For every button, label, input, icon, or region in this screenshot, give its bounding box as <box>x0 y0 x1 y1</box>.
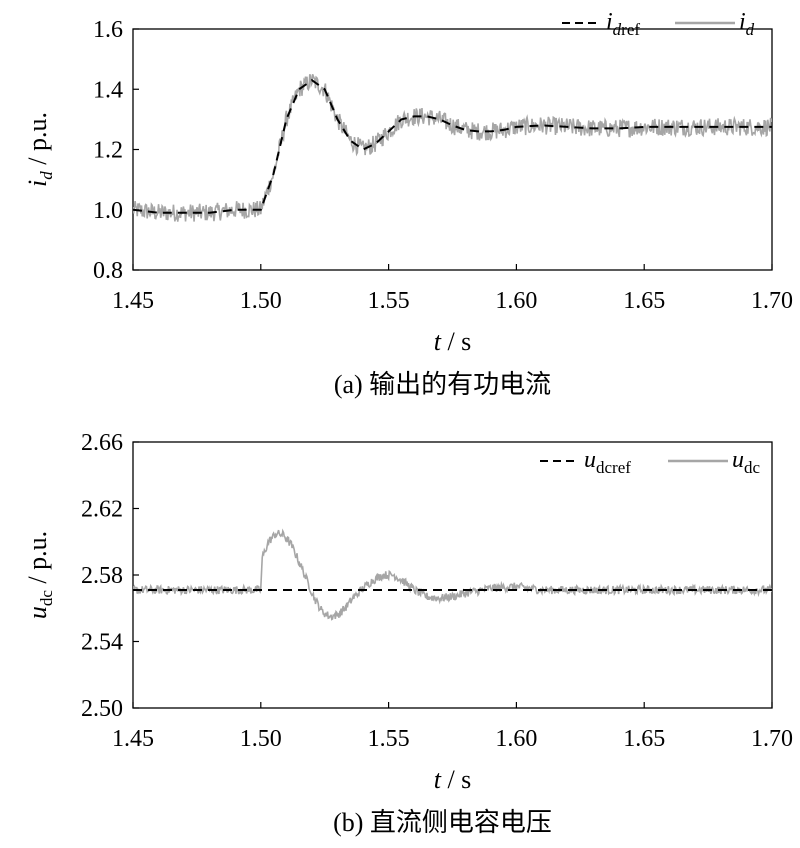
x-tick-label: 1.65 <box>623 726 665 752</box>
x-tick-label: 1.55 <box>368 726 410 752</box>
x-tick-label: 1.65 <box>623 288 665 314</box>
series-line-measured <box>133 528 772 621</box>
y-tick-label: 2.62 <box>81 497 123 523</box>
x-tick-label: 1.60 <box>495 726 537 752</box>
chart-active-current: 1.45 1.50 1.55 1.60 1.65 1.70 0.8 1.0 1.2 1.4 1.6 t… <box>23 9 793 399</box>
y-tick-label: 2.54 <box>81 630 123 656</box>
x-tick-label: 1.50 <box>240 726 282 752</box>
y-tick-label: 1.6 <box>93 17 123 43</box>
y-tick-label: 1.0 <box>93 198 123 224</box>
plot-frame <box>132 441 773 709</box>
x-axis-label: t / s <box>434 327 472 356</box>
x-tick-label: 1.70 <box>751 726 793 752</box>
x-tick-label: 1.70 <box>751 288 793 314</box>
chart-caption: (a) 输出的有功电流 <box>334 370 551 399</box>
y-axis-label: id / p.u. <box>23 112 56 187</box>
x-tick-label: 1.60 <box>495 288 537 314</box>
legend-label-measured: udc <box>732 447 761 477</box>
x-tick-label: 1.55 <box>368 288 410 314</box>
series-line-measured <box>133 73 772 222</box>
legend-label-reference: idref <box>606 9 640 39</box>
y-tick-label: 2.58 <box>81 563 123 589</box>
x-tick-label: 1.50 <box>240 288 282 314</box>
y-tick-label: 1.4 <box>93 77 123 103</box>
y-tick-label: 2.66 <box>81 430 123 456</box>
legend-label-reference: udcref <box>584 447 631 477</box>
y-tick-label: 0.8 <box>93 258 123 284</box>
x-tick-label: 1.45 <box>112 288 154 314</box>
chart-caption: (b) 直流侧电容电压 <box>333 808 552 837</box>
legend-label-measured: id <box>739 9 755 39</box>
y-axis-label: udc / p.u. <box>23 531 56 619</box>
chart-dc-voltage: 1.45 1.50 1.55 1.60 1.65 1.70 2.50 2.54 2.58 2.62… <box>23 430 793 837</box>
x-axis-label: t / s <box>434 765 472 794</box>
y-tick-label: 1.2 <box>93 138 123 164</box>
y-tick-label: 2.50 <box>81 696 123 722</box>
x-tick-label: 1.45 <box>112 726 154 752</box>
plot-frame <box>132 28 773 271</box>
series-line-reference <box>133 78 772 214</box>
